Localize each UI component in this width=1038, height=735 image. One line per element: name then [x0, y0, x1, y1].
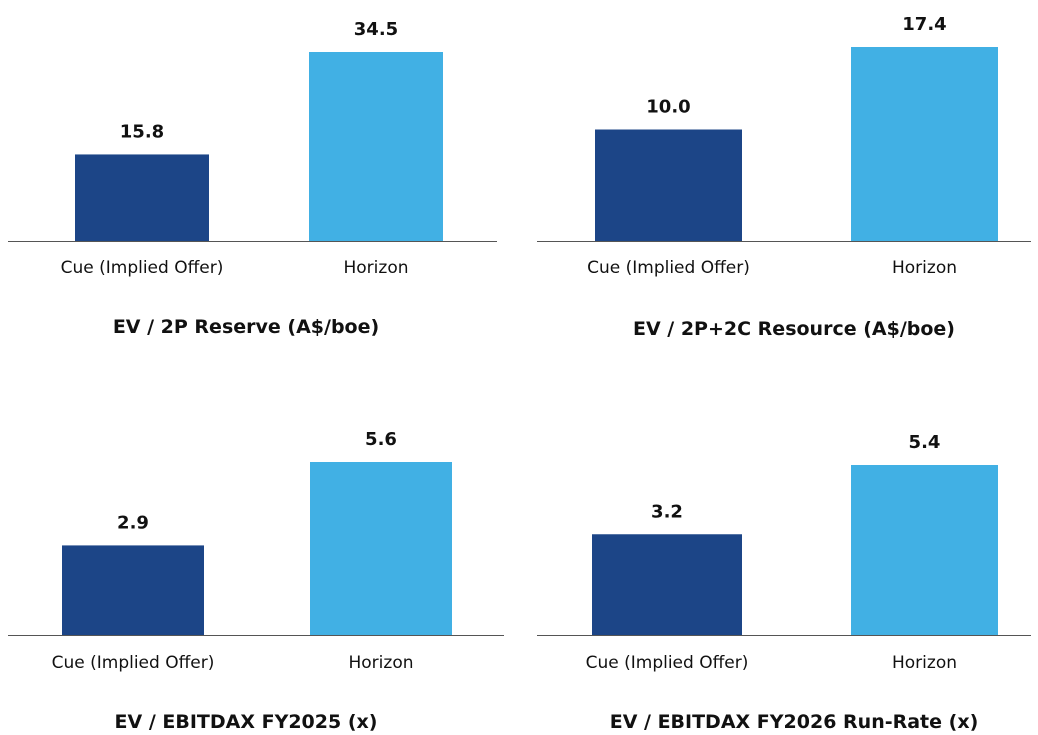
category-label: Cue (Implied Offer) [61, 258, 224, 278]
data-label: 15.8 [120, 121, 164, 142]
data-label: 10.0 [646, 97, 690, 118]
chart-title: EV / 2P+2C Resource (A$/boe) [633, 318, 955, 340]
bar-cue [595, 129, 742, 241]
bar-horizon [851, 465, 998, 635]
data-label: 3.2 [651, 501, 683, 522]
category-label: Horizon [892, 258, 957, 278]
data-label: 34.5 [354, 19, 398, 40]
data-label: 5.6 [365, 429, 397, 450]
bar-cue [75, 154, 209, 241]
chart-panel-4: 3.2 Cue (Implied Offer) 5.4 Horizon EV / EBI… [537, 432, 1031, 733]
bar-cue [592, 534, 742, 635]
data-label: 17.4 [902, 14, 946, 35]
category-label: Cue (Implied Offer) [586, 653, 749, 673]
chart-title: EV / 2P Reserve (A$/boe) [113, 316, 379, 338]
category-label: Horizon [349, 653, 414, 673]
bar-horizon [851, 47, 998, 241]
category-label: Horizon [892, 653, 957, 673]
chart-panel-2: 10.0 Cue (Implied Offer) 17.4 Horizon EV / 2… [537, 14, 1031, 340]
bar-cue [62, 545, 204, 635]
bar-horizon [309, 52, 443, 241]
data-label: 2.9 [117, 512, 149, 533]
chart-title: EV / EBITDAX FY2025 (x) [115, 711, 378, 731]
category-label: Cue (Implied Offer) [587, 258, 750, 278]
chart-panel-1: 15.8 Cue (Implied Offer) 34.5 Horizon EV / 2… [8, 19, 497, 338]
data-label: 5.4 [909, 432, 941, 453]
chart-panel-3: 2.9 Cue (Implied Offer) 5.6 Horizon EV / EBI… [8, 429, 504, 733]
category-label: Horizon [344, 258, 409, 278]
category-label: Cue (Implied Offer) [52, 653, 215, 673]
chart-title: EV / EBITDAX FY2026 Run-Rate (x) [610, 711, 979, 731]
bar-horizon [310, 462, 452, 635]
